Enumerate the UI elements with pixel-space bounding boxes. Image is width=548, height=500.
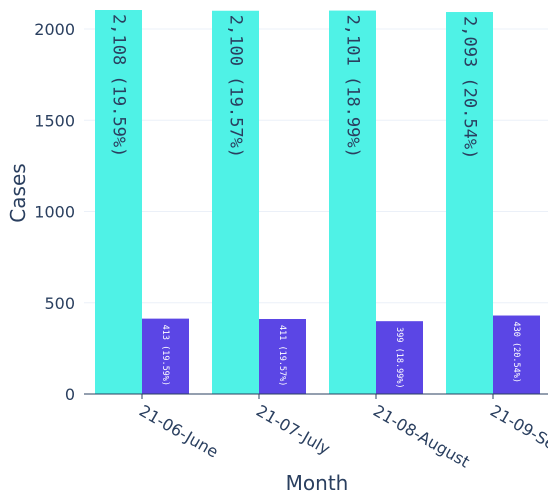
bar-series-2: [376, 321, 423, 394]
bar-data-label: 413 (19.59%): [160, 325, 170, 386]
x-tick-label: 21-06-June: [136, 401, 222, 461]
y-axis-title: Cases: [6, 163, 30, 222]
bar-series-1: [446, 12, 493, 395]
bar-layer: [95, 10, 540, 395]
bar-data-label: 2,108 (19.59%): [109, 14, 129, 157]
x-axis-title: Month: [286, 471, 349, 495]
bar-series-1: [329, 10, 376, 394]
y-tick-label: 1500: [34, 111, 75, 130]
x-tick-label: 21-07-July: [253, 401, 333, 458]
bar-data-label: 430 (20.54%): [511, 322, 521, 383]
bar-data-label: 2,101 (18.99%): [343, 15, 363, 158]
x-tick-label: 21-09-September: [487, 401, 548, 488]
bar-series-2: [142, 318, 189, 394]
bar-series-2: [493, 315, 540, 394]
x-tick-label: 21-08-August: [370, 401, 473, 471]
y-tick-label: 0: [65, 385, 75, 404]
bar-series-1: [212, 10, 259, 394]
y-tick-label: 1000: [34, 203, 75, 222]
bar-data-label: 2,093 (20.54%): [460, 16, 480, 159]
bar-series-1: [95, 10, 142, 394]
label-layer: 2,108 (19.59%) 413 (19.59%) 2,100 (19.57%)…: [109, 14, 522, 389]
y-tick-label: 500: [44, 294, 75, 313]
bar-data-label: 411 (19.57%): [277, 325, 287, 386]
y-tick-layer: 0 500 1000 1500 2000: [34, 20, 75, 404]
bar-data-label: 399 (18.99%): [394, 327, 404, 388]
bar-series-2: [259, 318, 306, 394]
bar-data-label: 2,100 (19.57%): [226, 15, 246, 158]
y-tick-label: 2000: [34, 20, 75, 39]
